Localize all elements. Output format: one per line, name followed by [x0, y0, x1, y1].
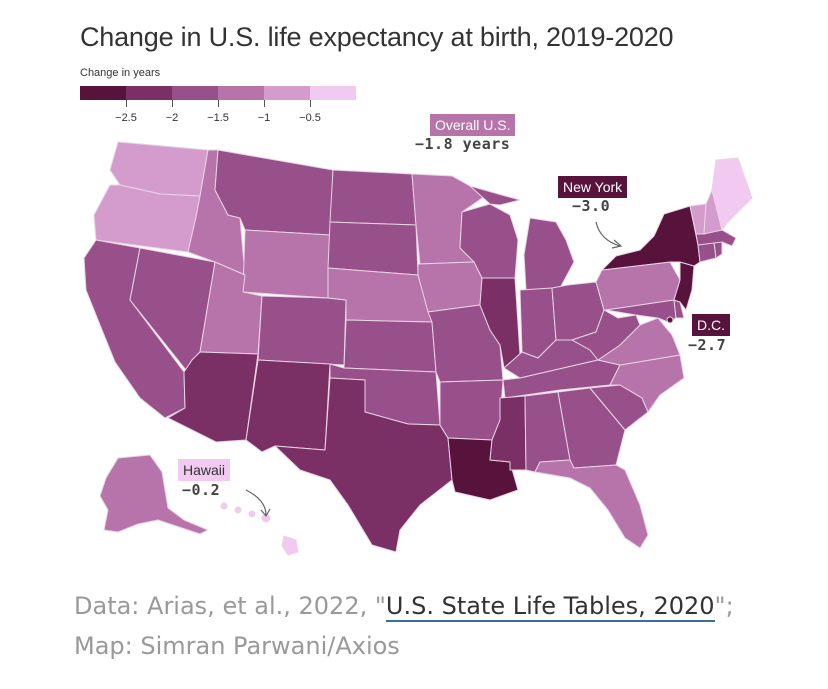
legend-swatch-6 [310, 86, 356, 100]
state-FL [534, 459, 649, 549]
overall-us-label: Overall U.S. [430, 114, 516, 136]
legend-swatch-2 [126, 86, 172, 100]
source-credit: Data: Arias, et al., 2022, "U.S. State L… [74, 586, 734, 666]
legend-tick [126, 100, 127, 107]
legend-tick [310, 100, 311, 107]
legend-tick-label: −1 [257, 112, 271, 124]
state-WY [242, 229, 331, 299]
hawaii-arrowhead [260, 508, 271, 518]
legend-swatch-3 [172, 86, 218, 100]
overall-us-value: −1.8 years [415, 135, 511, 153]
hawaii-value: −0.2 [182, 481, 221, 499]
legend-tick-label: −1.5 [207, 112, 229, 124]
state-ND [329, 169, 417, 226]
state-MI [469, 185, 575, 291]
new-york-value: −3.0 [572, 197, 611, 215]
state-AR [439, 379, 504, 441]
map-credit: Map: Simran Parwani/Axios [74, 632, 400, 660]
new-york-arrow [595, 221, 621, 247]
new-york-arrowhead [611, 239, 623, 249]
dc-value: −2.7 [688, 336, 727, 354]
dc-label: D.C. [692, 314, 730, 336]
source-suffix: "; [714, 592, 734, 620]
legend-ticks [80, 100, 360, 108]
legend-tick-label: −2 [165, 112, 179, 124]
state-AK [99, 454, 209, 535]
legend-tick-label: −2.5 [115, 112, 137, 124]
state-SD [327, 221, 419, 276]
hawaii-label: Hawaii [178, 459, 231, 481]
legend-color-bar [80, 86, 356, 100]
state-IL [479, 277, 521, 369]
state-NJ [673, 261, 695, 311]
legend-tick [264, 100, 265, 107]
hawaii-arrow [245, 489, 267, 516]
state-WV [571, 309, 641, 361]
state-TX [274, 377, 453, 553]
chart-title: Change in U.S. life expectancy at birth,… [80, 22, 674, 52]
state-CO [257, 295, 347, 366]
source-prefix: Data: Arias, et al., 2022, " [74, 592, 386, 620]
state-NM [245, 359, 331, 453]
legend-tick [218, 100, 219, 107]
state-KS [343, 319, 437, 373]
state-NY [601, 205, 701, 271]
legend-tick [172, 100, 173, 107]
state-ME [711, 157, 753, 231]
state-OR [93, 184, 201, 253]
state-HI [220, 502, 299, 556]
legend-swatch-1 [80, 86, 126, 100]
state-IA [417, 261, 483, 313]
legend-swatch-4 [218, 86, 264, 100]
state-AZ [167, 351, 259, 443]
new-york-label: New York [558, 176, 628, 198]
us-map [83, 141, 753, 556]
state-RI [713, 241, 723, 259]
legend-label: Change in years [80, 67, 161, 79]
legend-tick-label: −0.5 [299, 112, 321, 124]
source-link[interactable]: U.S. State Life Tables, 2020 [385, 592, 715, 622]
state-DC [666, 316, 674, 324]
legend-swatch-5 [264, 86, 310, 100]
